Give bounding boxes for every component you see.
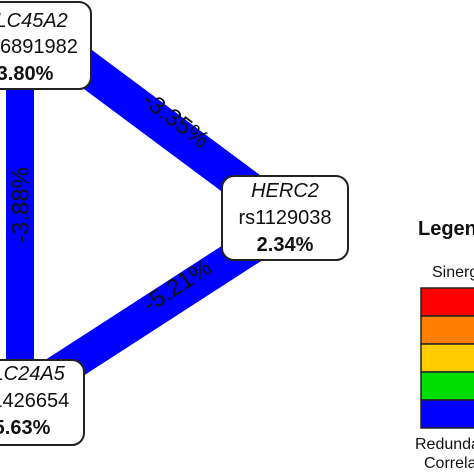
node-right-snp: rs1129038: [238, 207, 331, 229]
legend-swatch-red: [420, 287, 474, 317]
node-right: HERC2 rs1129038 2.34%: [221, 175, 349, 261]
node-top: SLC45A2 rs16891982 3.80%: [0, 1, 92, 90]
legend: Legend Sinergy Redundancy Correlation: [415, 218, 474, 472]
legend-title: Legend: [418, 218, 474, 240]
node-bottom-snp: rs1426654: [0, 390, 69, 412]
node-right-value: 2.34%: [257, 234, 314, 256]
legend-swatch-green: [420, 371, 474, 401]
node-top-value: 3.80%: [0, 63, 54, 85]
legend-swatch-blue: [420, 399, 474, 429]
node-top-snp: rs16891982: [0, 36, 78, 58]
legend-swatches: [420, 287, 474, 429]
node-bottom-gene: SLC24A5: [0, 363, 66, 385]
edge-label-top-bottom: -3.88%: [7, 167, 34, 243]
legend-swatch-orange: [420, 315, 474, 345]
node-top-gene: SLC45A2: [0, 10, 68, 32]
node-right-gene: HERC2: [251, 180, 319, 202]
node-bottom: SLC24A5 rs1426654 5.63%: [0, 359, 85, 446]
legend-top-label: Sinergy: [432, 264, 474, 281]
legend-swatch-yellow: [420, 343, 474, 373]
node-bottom-value: 5.63%: [0, 417, 51, 439]
legend-bottom-label-1: Redundancy: [415, 436, 474, 453]
legend-bottom-label-2: Correlation: [424, 455, 474, 472]
